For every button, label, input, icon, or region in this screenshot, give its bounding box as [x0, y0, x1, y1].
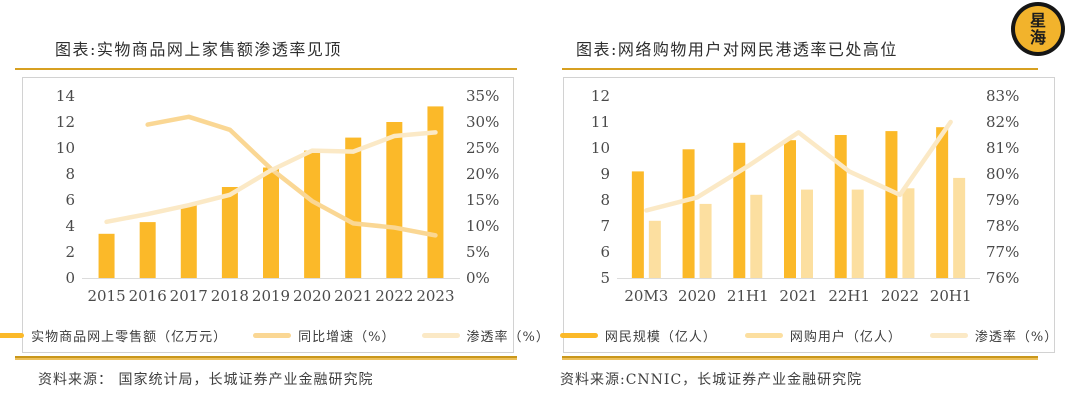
svg-text:7: 7 [600, 217, 610, 235]
accent-rule-top-right [562, 68, 1038, 70]
svg-text:76%: 76% [986, 269, 1019, 287]
source-note-left: 资料来源： 国家统计局，长城证券产业金融研究院 [38, 372, 374, 388]
svg-text:22H1: 22H1 [828, 287, 870, 305]
accent-rule-bottom-right [562, 356, 1038, 360]
chart-legend-left: 实物商品网上零售额（亿万元） 同比增速（%） 渗透率（%） [0, 326, 549, 345]
legend-swatch [253, 333, 292, 338]
svg-text:2017: 2017 [170, 287, 208, 305]
legend-label: 网民规模（亿人） [604, 330, 717, 345]
chart-title-right: 图表:网络购物用户对网民港透率已处高位 [576, 40, 898, 59]
legend-label: 网购用户（亿人） [789, 330, 902, 345]
legend-item: 网购用户（亿人） [744, 326, 902, 345]
svg-text:2019: 2019 [252, 287, 290, 305]
svg-text:25%: 25% [466, 139, 499, 157]
svg-text:2016: 2016 [129, 287, 167, 305]
svg-text:83%: 83% [986, 87, 1019, 105]
legend-label: 渗透率（%） [974, 330, 1059, 345]
accent-rule-bottom-left [15, 356, 517, 360]
svg-text:35%: 35% [466, 87, 499, 105]
legend-item: 网民规模（亿人） [559, 326, 717, 345]
svg-text:2015: 2015 [87, 287, 125, 305]
legend-swatch [929, 333, 968, 338]
svg-text:2021: 2021 [779, 287, 817, 305]
svg-text:2: 2 [65, 243, 75, 261]
legend-swatch [421, 333, 460, 338]
svg-text:20H1: 20H1 [930, 287, 972, 305]
svg-text:20%: 20% [466, 165, 499, 183]
svg-text:2022: 2022 [881, 287, 919, 305]
svg-text:6: 6 [600, 243, 610, 261]
svg-text:21H1: 21H1 [727, 287, 769, 305]
svg-text:79%: 79% [986, 191, 1019, 209]
svg-text:10: 10 [591, 139, 610, 157]
logo-char-top: 星 [1029, 11, 1046, 30]
legend-label: 实物商品网上零售额（亿万元） [31, 330, 228, 345]
svg-text:10%: 10% [466, 217, 499, 235]
legend-item: 同比增速（%） [253, 326, 395, 345]
legend-label: 渗透率（%） [466, 330, 550, 345]
xinghai-logo-face: 星 海 [1015, 6, 1061, 52]
chart-box-left: 0 2 4 6 8 10 12 14 0% 5% 10% 15% 20% 25% 30% 35% 2015 201… [0, 77, 549, 353]
legend-item: 实物商品网上零售额（亿万元） [0, 326, 227, 345]
combo-chart-right: 5 6 7 8 9 10 11 12 76% 77% 78% 79% 80% 81% 82% 83% 20M3 2… [591, 87, 1019, 305]
legend-swatch [0, 333, 25, 338]
svg-text:0%: 0% [466, 269, 490, 287]
source-note-right: 资料来源:CNNIC，长城证券产业金融研究院 [560, 372, 863, 388]
svg-text:8: 8 [600, 191, 610, 209]
svg-text:9: 9 [600, 165, 610, 183]
svg-text:4: 4 [65, 217, 75, 235]
legend-item: 渗透率（%） [421, 326, 550, 345]
logo-char-bottom: 海 [1029, 28, 1046, 47]
svg-text:10: 10 [56, 139, 75, 157]
chart-legend-right: 网民规模（亿人） 网购用户（亿人） 渗透率（%） [559, 326, 1057, 345]
svg-text:15%: 15% [466, 191, 499, 209]
svg-text:5: 5 [600, 269, 610, 287]
svg-text:82%: 82% [986, 113, 1019, 131]
svg-text:12: 12 [56, 113, 75, 131]
chart-title-left: 图表:实物商品网上家售额渗透率见顶 [55, 40, 342, 59]
svg-text:80%: 80% [986, 165, 1019, 183]
legend-swatch [559, 333, 598, 338]
legend-label: 同比增速（%） [298, 330, 396, 345]
chart-box-right: 5 6 7 8 9 10 11 12 76% 77% 78% 79% 80% 81% 82% 83% 20M3 2… [559, 77, 1057, 353]
svg-text:12: 12 [591, 87, 610, 105]
svg-text:2020: 2020 [293, 287, 331, 305]
svg-text:2023: 2023 [416, 287, 454, 305]
svg-text:2018: 2018 [211, 287, 249, 305]
xinghai-logo: 星 海 [1011, 2, 1065, 56]
svg-text:11: 11 [591, 113, 610, 131]
svg-text:77%: 77% [986, 243, 1019, 261]
svg-text:0: 0 [65, 269, 75, 287]
svg-text:2022: 2022 [375, 287, 413, 305]
svg-text:5%: 5% [466, 243, 490, 261]
legend-item: 渗透率（%） [929, 326, 1059, 345]
svg-text:2021: 2021 [334, 287, 372, 305]
svg-text:2020: 2020 [678, 287, 716, 305]
accent-rule-top-left [15, 68, 517, 70]
svg-text:6: 6 [65, 191, 75, 209]
svg-text:81%: 81% [986, 139, 1019, 157]
svg-text:78%: 78% [986, 217, 1019, 235]
svg-text:8: 8 [65, 165, 75, 183]
svg-text:14: 14 [56, 87, 75, 105]
svg-text:30%: 30% [466, 113, 499, 131]
svg-text:20M3: 20M3 [624, 287, 668, 305]
legend-swatch [744, 333, 783, 338]
